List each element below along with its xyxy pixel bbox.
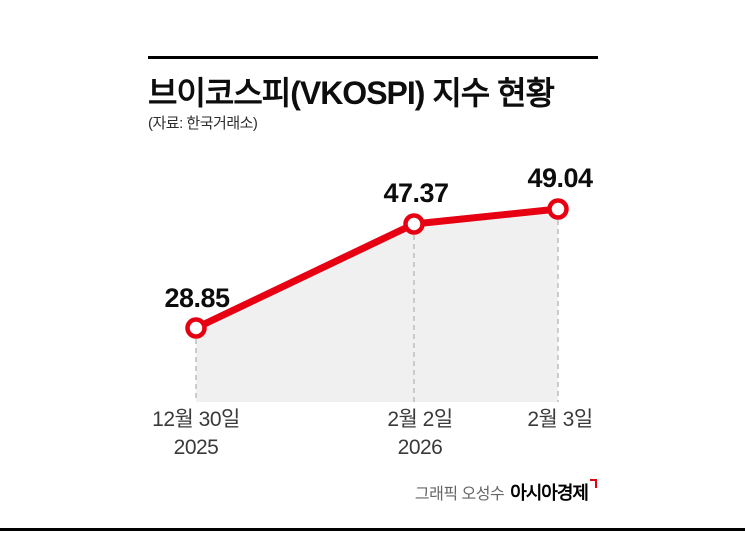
x-axis-label-1: 12월 30일 2025 <box>126 406 266 462</box>
footer-credit: 그래픽 오성수 아시아경제 <box>415 479 597 505</box>
x-axis-label-1-line2: 2025 <box>173 436 219 459</box>
chart-source: (자료: 한국거래소) <box>148 115 258 132</box>
x-axis-label-2-line2: 2026 <box>397 436 443 459</box>
value-label-2: 47.37 <box>383 178 449 208</box>
top-rule <box>148 56 598 59</box>
area-fill <box>196 209 558 402</box>
data-point-marker-1 <box>185 317 207 339</box>
data-point-marker-3 <box>547 198 569 220</box>
x-axis-label-1-line1: 12월 30일 <box>152 408 240 431</box>
data-point-marker-2 <box>403 213 425 235</box>
chart-title: 브이코스피(VKOSPI) 지수 현황 <box>148 75 555 111</box>
x-axis-label-2: 2월 2일 2026 <box>350 406 490 462</box>
bottom-rule <box>0 528 745 531</box>
brand-logo: 아시아경제 <box>510 483 589 503</box>
credit-text: 그래픽 오성수 <box>414 486 505 503</box>
x-axis-label-3: 2월 3일 <box>490 406 630 434</box>
value-label-1: 28.85 <box>164 283 230 313</box>
value-label-3: 49.04 <box>527 163 593 193</box>
brand-mark-icon <box>590 479 597 488</box>
x-axis-label-2-line1: 2월 2일 <box>387 408 453 431</box>
x-axis-label-3-line1: 2월 3일 <box>527 408 593 431</box>
